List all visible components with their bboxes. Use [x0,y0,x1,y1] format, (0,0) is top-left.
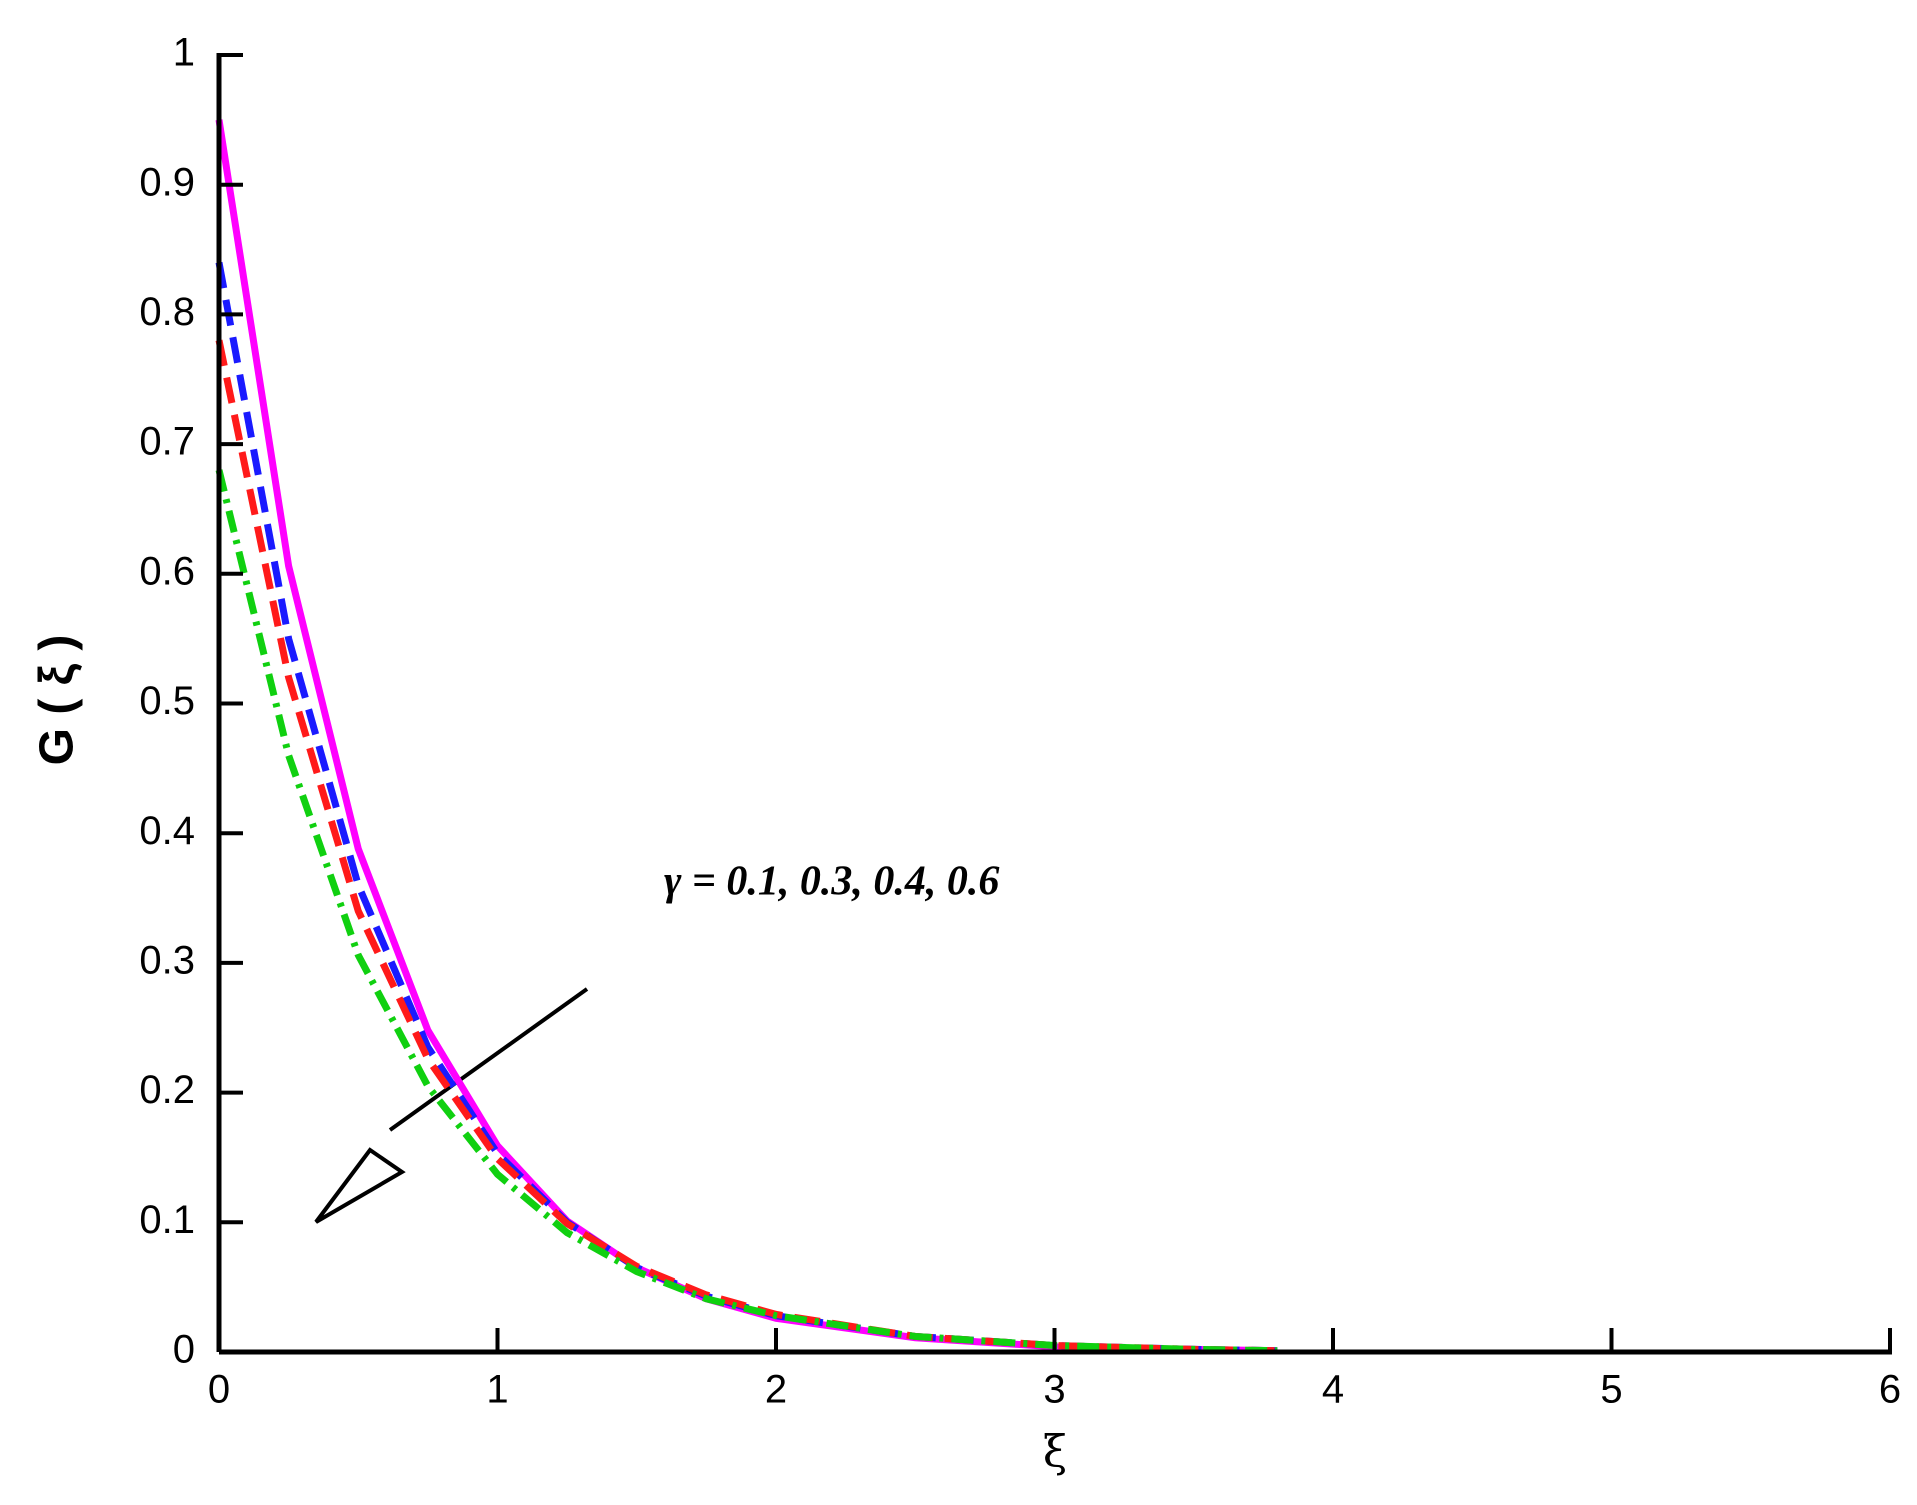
y-tick-label: 0.9 [139,160,195,204]
x-tick-label: 2 [765,1368,787,1412]
x-tick-label: 3 [1043,1368,1065,1412]
y-tick-label: 0.2 [139,1068,195,1112]
y-tick-label: 0.7 [139,420,195,464]
y-axis-label: G ( ξ ) [31,635,84,766]
line-series [215,339,1278,1355]
x-tick-label: 6 [1879,1368,1901,1412]
x-tick-label: 4 [1322,1368,1344,1412]
y-tick-label: 0.8 [139,290,195,334]
annotation: γ = 0.1, 0.3, 0.4, 0.6 [664,859,999,905]
y-tick-label: 0.3 [139,938,195,982]
y-tick-label: 0.1 [139,1198,195,1242]
y-tick-label: 0.5 [139,679,195,723]
arrow [314,987,589,1224]
y-tick-label: 0 [173,1328,195,1372]
x-axis-label: ξ [1043,1427,1067,1478]
y-tick-label: 1 [173,31,195,75]
y-tick-label: 0.4 [139,809,195,853]
x-tick-label: 1 [486,1368,508,1412]
line-series [215,469,1278,1355]
x-tick-label: 0 [208,1368,230,1412]
y-tick-label: 0.6 [139,549,195,593]
x-tick-label: 5 [1600,1368,1622,1412]
